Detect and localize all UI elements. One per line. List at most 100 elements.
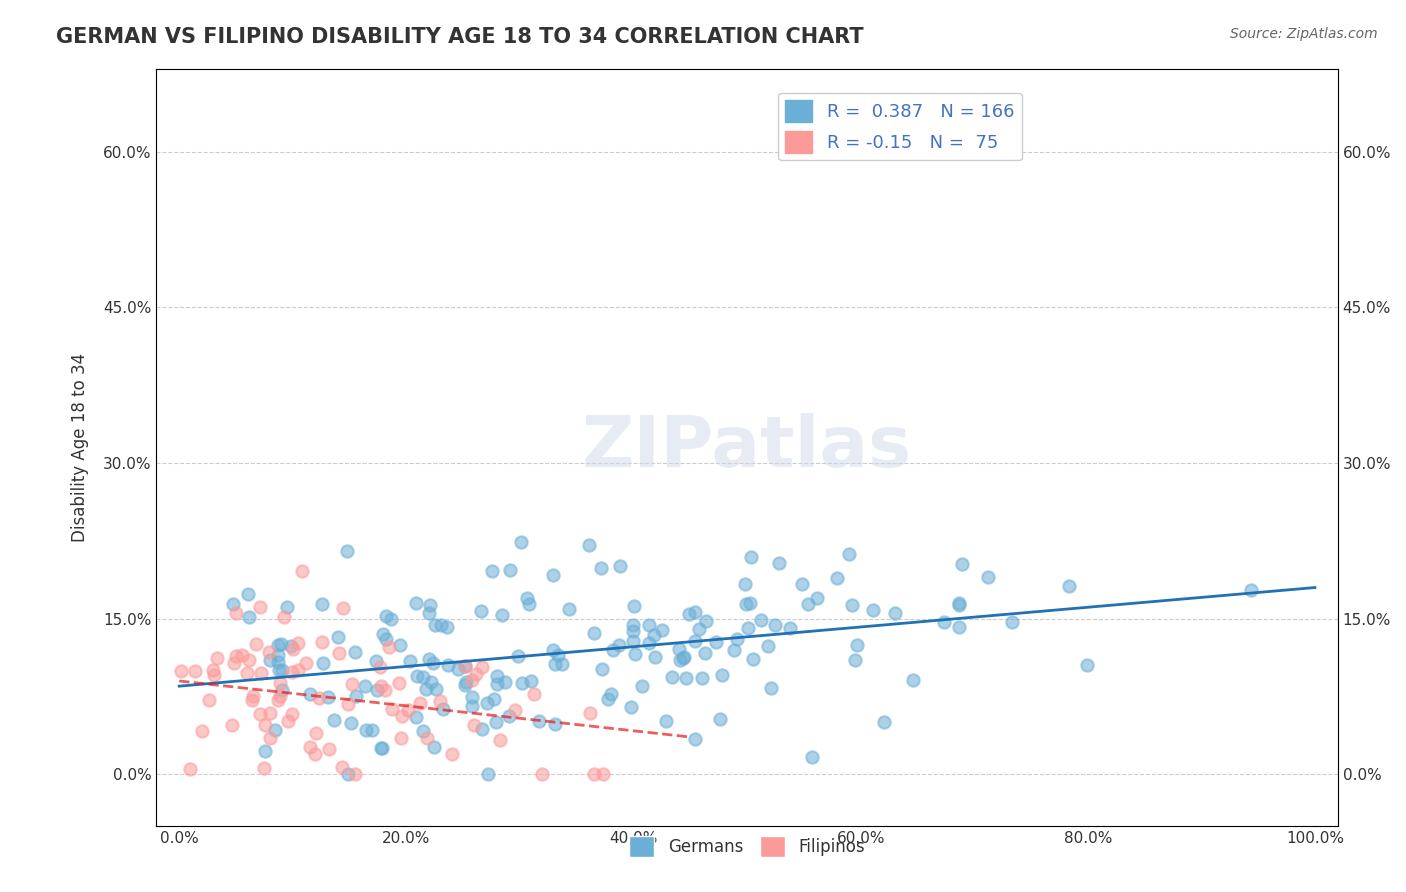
Point — [391, 709, 413, 723]
Point — [683, 731, 706, 746]
Point — [406, 669, 429, 683]
Point — [418, 607, 440, 621]
Point — [661, 670, 683, 684]
Point — [517, 597, 540, 611]
Point — [1240, 582, 1263, 597]
Point — [170, 664, 193, 678]
Point — [253, 718, 276, 732]
Point — [412, 670, 434, 684]
Point — [231, 648, 253, 662]
Point — [654, 714, 676, 729]
Point — [266, 656, 288, 670]
Point — [298, 740, 321, 755]
Point — [740, 596, 762, 610]
Point — [420, 674, 443, 689]
Text: ZIPatlas: ZIPatlas — [582, 413, 912, 482]
Point — [668, 641, 690, 656]
Point — [1057, 579, 1080, 593]
Legend: Germans, Filipinos: Germans, Filipinos — [623, 830, 872, 863]
Point — [801, 750, 824, 764]
Point — [436, 620, 458, 634]
Point — [263, 723, 285, 738]
Point — [643, 628, 665, 642]
Point — [388, 676, 411, 690]
Point — [249, 599, 271, 614]
Point — [250, 666, 273, 681]
Point — [470, 605, 492, 619]
Point — [621, 617, 644, 632]
Point — [267, 663, 290, 677]
Point — [709, 712, 731, 726]
Point — [266, 638, 288, 652]
Point — [238, 653, 260, 667]
Point — [583, 767, 606, 781]
Point — [270, 637, 292, 651]
Point — [579, 706, 602, 720]
Point — [316, 690, 339, 705]
Point — [259, 652, 281, 666]
Point — [337, 697, 360, 711]
Point — [202, 663, 225, 677]
Point — [695, 615, 717, 629]
Point — [323, 713, 346, 727]
Point — [672, 651, 695, 665]
Point — [678, 607, 700, 621]
Point — [461, 690, 484, 704]
Point — [330, 760, 353, 774]
Point — [416, 731, 439, 745]
Point — [236, 665, 259, 680]
Point — [267, 648, 290, 663]
Point — [441, 747, 464, 761]
Point — [311, 635, 333, 649]
Point — [254, 744, 277, 758]
Point — [298, 687, 321, 701]
Point — [516, 591, 538, 605]
Point — [578, 537, 600, 551]
Point — [273, 610, 295, 624]
Point — [238, 609, 260, 624]
Point — [541, 568, 564, 582]
Point — [453, 659, 475, 673]
Point — [461, 699, 484, 714]
Point — [609, 559, 631, 574]
Point — [465, 667, 488, 681]
Point — [602, 642, 624, 657]
Point — [758, 639, 780, 653]
Point — [884, 606, 907, 620]
Point — [374, 683, 396, 698]
Point — [336, 544, 359, 558]
Point — [259, 645, 281, 659]
Point — [318, 742, 340, 756]
Point — [582, 625, 605, 640]
Point — [221, 718, 243, 732]
Point — [242, 689, 264, 703]
Point — [503, 703, 526, 717]
Point — [727, 632, 749, 647]
Point — [463, 718, 485, 732]
Point — [380, 612, 402, 626]
Point — [489, 733, 512, 747]
Point — [675, 671, 697, 685]
Point — [491, 607, 513, 622]
Point — [249, 706, 271, 721]
Point — [429, 618, 451, 632]
Point — [381, 702, 404, 716]
Point — [644, 650, 666, 665]
Point — [184, 665, 207, 679]
Point — [637, 617, 659, 632]
Point — [269, 689, 291, 703]
Point — [389, 731, 412, 746]
Point — [510, 535, 533, 549]
Point — [287, 636, 309, 650]
Point — [624, 647, 647, 661]
Point — [328, 646, 350, 660]
Point — [846, 638, 869, 652]
Point — [704, 635, 727, 649]
Point — [340, 715, 363, 730]
Point — [948, 620, 970, 634]
Point — [277, 714, 299, 729]
Y-axis label: Disability Age 18 to 34: Disability Age 18 to 34 — [72, 353, 89, 542]
Point — [486, 668, 509, 682]
Point — [520, 673, 543, 688]
Point — [222, 657, 245, 671]
